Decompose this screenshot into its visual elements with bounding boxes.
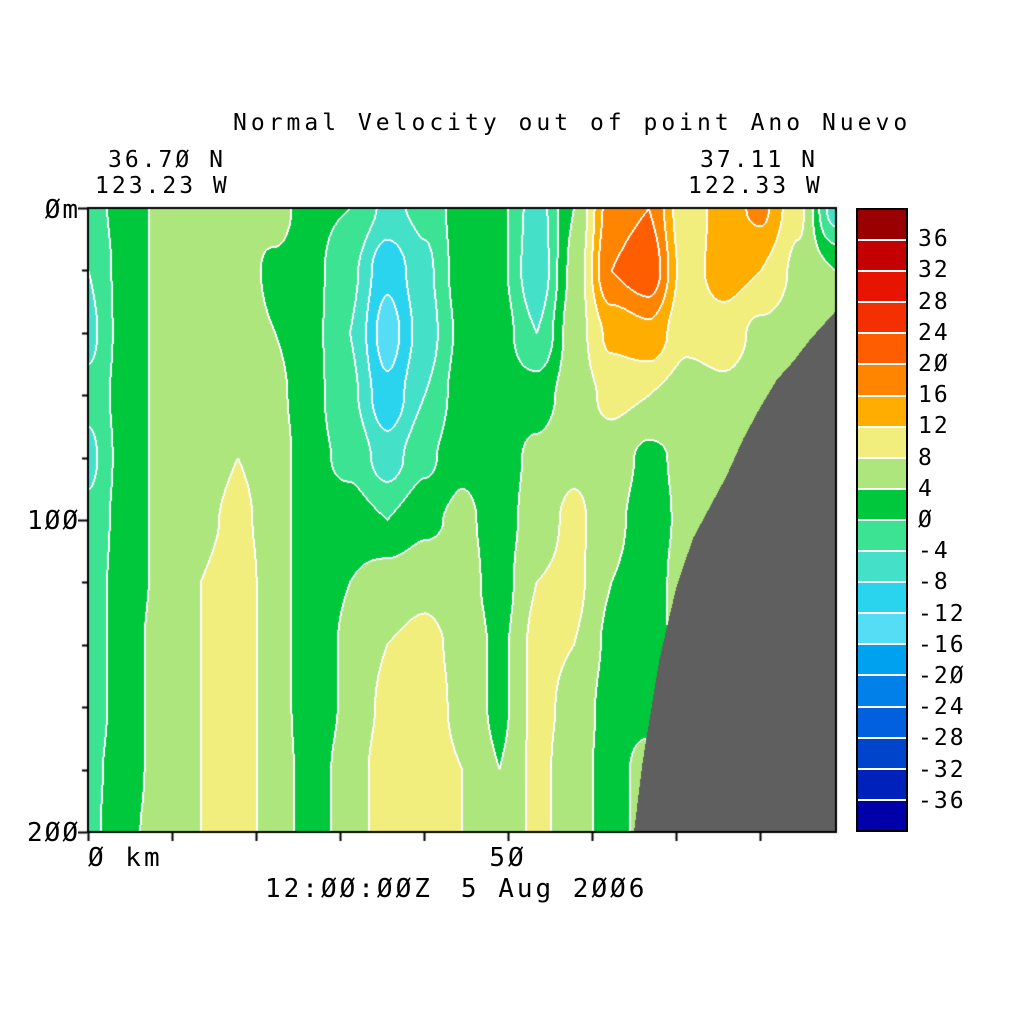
colorbar-label: -8 [918, 569, 950, 596]
colorbar-label: -16 [918, 631, 966, 658]
colorbar-cell [858, 303, 906, 335]
contour-field-canvas [78, 198, 846, 846]
colorbar-cell [858, 334, 906, 366]
left-endpoint-latitude: 36.7Ø N [108, 147, 226, 173]
colorbar-label: -12 [918, 600, 966, 627]
colorbar-cell [858, 645, 906, 677]
colorbar-cell [858, 365, 906, 397]
colorbar-cell [858, 520, 906, 553]
colorbar-label: 28 [918, 288, 950, 315]
colorbar-label: -24 [918, 694, 966, 721]
colorbar-cell [858, 800, 906, 830]
colorbar-cell [858, 614, 906, 646]
colorbar-label: 32 [918, 257, 950, 284]
colorbar-cell [858, 738, 906, 770]
colorbar-label: 2Ø [918, 351, 950, 377]
colorbar-cell [858, 458, 906, 490]
colorbar-cell [858, 210, 906, 242]
colorbar [856, 208, 908, 832]
y-axis-tick-label-0m: Øm [44, 195, 80, 225]
colorbar-label: -36 [918, 787, 966, 814]
colorbar-cell [858, 241, 906, 273]
y-axis-tick-label-100m: 1ØØ [27, 506, 80, 536]
colorbar-cell [858, 427, 906, 459]
colorbar-label: -28 [918, 725, 966, 752]
colorbar-cell [858, 707, 906, 739]
colorbar-cell [858, 769, 906, 801]
x-axis-tick-label-50km: 5Ø [489, 843, 527, 873]
colorbar-label: 16 [918, 382, 950, 409]
colorbar-label: 8 [918, 444, 934, 471]
timestamp: 12:ØØ:ØØZ 5 Aug 2ØØ6 [265, 874, 647, 904]
plot-title: Normal Velocity out of point Ano Nuevo [233, 110, 912, 136]
colorbar-cell [858, 489, 906, 521]
colorbar-label: -32 [918, 756, 966, 783]
left-endpoint-longitude: 123.23 W [95, 173, 230, 199]
x-axis-tick-label-0km: Ø km [88, 843, 163, 873]
right-endpoint-latitude: 37.11 N [700, 147, 818, 173]
colorbar-cell [858, 552, 906, 584]
colorbar-label: -4 [918, 538, 950, 565]
colorbar-cell [858, 583, 906, 615]
y-axis-tick-label-200m: 2ØØ [27, 818, 80, 848]
colorbar-label: 12 [918, 413, 950, 440]
colorbar-label: Ø [918, 507, 934, 533]
colorbar-label: 24 [918, 319, 950, 346]
colorbar-label: -2Ø [918, 663, 966, 689]
colorbar-label: 4 [918, 475, 934, 502]
colorbar-labels: 36 32 28 24 2Ø 16 12 8 4 Ø -4 -8 -12 -16 -2Ø -24 -28 -32 -… [918, 208, 1008, 832]
colorbar-cell [858, 676, 906, 708]
colorbar-label: 36 [918, 226, 950, 253]
colorbar-cell [858, 272, 906, 304]
timestamp-date: 5 Aug 2ØØ6 [460, 874, 648, 904]
colorbar-cell [858, 396, 906, 428]
timestamp-time: 12:ØØ:ØØZ [265, 874, 433, 904]
right-endpoint-longitude: 122.33 W [688, 173, 823, 199]
